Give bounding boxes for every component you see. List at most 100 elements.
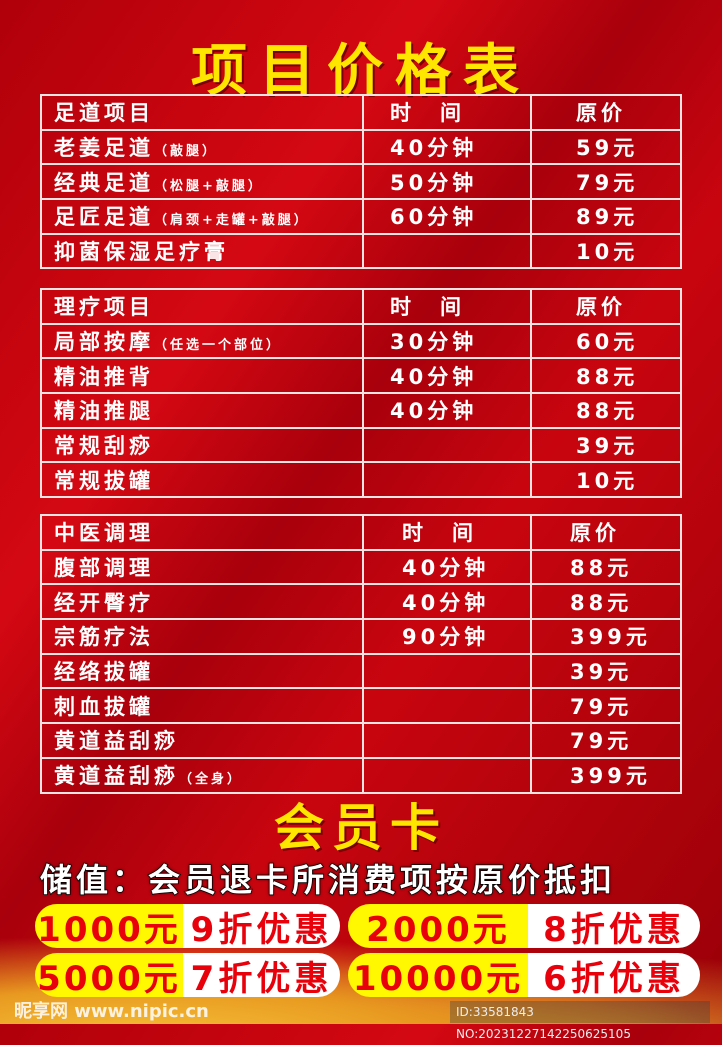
tier-amount: 10000元 bbox=[348, 953, 528, 997]
service-note: （全身） bbox=[179, 772, 244, 788]
duration-cell: 40分钟 bbox=[362, 128, 532, 166]
service-name: 经开臀疗 bbox=[54, 590, 154, 615]
price-cell: 10元 bbox=[530, 232, 682, 270]
service-name: 精油推背 bbox=[54, 364, 154, 389]
duration-cell bbox=[362, 687, 532, 725]
physiotherapy-table: 理疗项目时 间原价 局部按摩（任选一个部位） 30分钟 60元 精油推背 40分钟 88元精… bbox=[40, 288, 682, 499]
service-name: 黄道益刮痧 bbox=[54, 764, 179, 789]
duration-cell: 40分钟 bbox=[362, 548, 532, 586]
service-name: 腹部调理 bbox=[54, 556, 154, 581]
service-note: （松腿+敲腿） bbox=[154, 178, 264, 194]
table-row: 腹部调理 40分钟 88元 bbox=[40, 548, 682, 586]
duration-cell bbox=[362, 426, 532, 464]
service-name-cell: 局部按摩（任选一个部位） bbox=[40, 322, 364, 360]
duration-cell: 40分钟 bbox=[362, 583, 532, 621]
duration-cell bbox=[362, 756, 532, 794]
header-cell: 时 间 bbox=[362, 288, 532, 325]
header-cell: 时 间 bbox=[362, 514, 532, 551]
header-cell: 原价 bbox=[530, 514, 682, 551]
table-header-row: 中医调理时 间原价 bbox=[40, 514, 682, 551]
service-name-cell: 刺血拔罐 bbox=[40, 687, 364, 725]
service-note: （任选一个部位） bbox=[154, 338, 283, 354]
service-name-cell: 老姜足道（敲腿） bbox=[40, 128, 364, 166]
table-row: 黄道益刮痧（全身） 399元 bbox=[40, 756, 682, 794]
service-name-cell: 常规拔罐 bbox=[40, 461, 364, 499]
price-cell: 39元 bbox=[530, 426, 682, 464]
tier-discount: 6折优惠 bbox=[528, 953, 700, 997]
duration-cell bbox=[362, 461, 532, 499]
service-name-cell: 宗筋疗法 bbox=[40, 618, 364, 655]
table-row: 宗筋疗法 90分钟 399元 bbox=[40, 618, 682, 655]
price-cell: 88元 bbox=[530, 357, 682, 395]
duration-cell bbox=[362, 652, 532, 690]
price-cell: 59元 bbox=[530, 128, 682, 166]
service-name: 常规拔罐 bbox=[54, 468, 154, 493]
header-cell: 原价 bbox=[530, 94, 682, 131]
service-name-cell: 精油推腿 bbox=[40, 392, 364, 429]
price-cell: 399元 bbox=[530, 618, 682, 655]
price-cell: 88元 bbox=[530, 392, 682, 429]
tier-discount: 7折优惠 bbox=[183, 953, 340, 997]
service-name: 抑菌保湿足疗膏 bbox=[54, 240, 229, 265]
table-row: 精油推腿 40分钟 88元 bbox=[40, 392, 682, 429]
duration-cell: 30分钟 bbox=[362, 322, 532, 360]
service-name: 黄道益刮痧 bbox=[54, 729, 179, 754]
member-tier-10000: 10000元 6折优惠 bbox=[348, 953, 700, 997]
table-header-row: 理疗项目时 间原价 bbox=[40, 288, 682, 325]
foot-massage-table: 足道项目时 间原价 老姜足道（敲腿） 40分钟 59元 经典足道（松腿+敲腿） 50分钟 7… bbox=[40, 94, 682, 270]
service-name-cell: 黄道益刮痧（全身） bbox=[40, 756, 364, 794]
tier-amount: 2000元 bbox=[348, 904, 528, 948]
service-name: 刺血拔罐 bbox=[54, 694, 154, 719]
watermark-logo: 昵享网 www.nipic.cn bbox=[14, 1001, 209, 1022]
service-name: 经络拔罐 bbox=[54, 660, 154, 685]
service-name: 精油推腿 bbox=[54, 399, 154, 424]
service-name-cell: 精油推背 bbox=[40, 357, 364, 395]
duration-cell: 90分钟 bbox=[362, 618, 532, 655]
service-name-cell: 抑菌保湿足疗膏 bbox=[40, 232, 364, 270]
table-row: 抑菌保湿足疗膏 10元 bbox=[40, 232, 682, 270]
page-title: 项目价格表 bbox=[191, 39, 531, 104]
tier-amount: 1000元 bbox=[35, 904, 183, 948]
service-note: （肩颈+走罐+敲腿） bbox=[154, 213, 310, 229]
duration-cell bbox=[362, 232, 532, 270]
table-row: 经典足道（松腿+敲腿） 50分钟 79元 bbox=[40, 163, 682, 201]
tier-amount: 5000元 bbox=[35, 953, 183, 997]
table-row: 局部按摩（任选一个部位） 30分钟 60元 bbox=[40, 322, 682, 360]
duration-cell: 60分钟 bbox=[362, 198, 532, 235]
watermark-id: ID:33581843 NO:20231227142250625105 bbox=[450, 1001, 710, 1041]
price-cell: 79元 bbox=[530, 687, 682, 725]
member-card-title: 会员卡 bbox=[274, 799, 448, 857]
price-cell: 39元 bbox=[530, 652, 682, 690]
table-row: 经络拔罐 39元 bbox=[40, 652, 682, 690]
table-row: 常规拔罐 10元 bbox=[40, 461, 682, 499]
service-note: （敲腿） bbox=[154, 144, 219, 160]
duration-cell: 40分钟 bbox=[362, 392, 532, 429]
service-name: 老姜足道 bbox=[54, 136, 154, 161]
service-name: 宗筋疗法 bbox=[54, 625, 154, 650]
duration-cell: 40分钟 bbox=[362, 357, 532, 395]
service-name: 局部按摩 bbox=[54, 330, 154, 355]
price-cell: 399元 bbox=[530, 756, 682, 794]
price-cell: 79元 bbox=[530, 722, 682, 759]
member-tier-2000: 2000元 8折优惠 bbox=[348, 904, 700, 948]
service-name-cell: 足匠足道（肩颈+走罐+敲腿） bbox=[40, 198, 364, 235]
price-cell: 10元 bbox=[530, 461, 682, 499]
header-cell: 中医调理 bbox=[40, 514, 364, 551]
tcm-table: 中医调理时 间原价 腹部调理 40分钟 88元 经开臀疗 40分钟 88元 宗筋疗法 90分钟 3… bbox=[40, 514, 682, 794]
service-name-cell: 经开臀疗 bbox=[40, 583, 364, 621]
table-row: 经开臀疗 40分钟 88元 bbox=[40, 583, 682, 621]
table-row: 刺血拔罐 79元 bbox=[40, 687, 682, 725]
table-row: 黄道益刮痧 79元 bbox=[40, 722, 682, 759]
service-name: 经典足道 bbox=[54, 170, 154, 195]
header-cell: 足道项目 bbox=[40, 94, 364, 131]
duration-cell: 50分钟 bbox=[362, 163, 532, 201]
price-cell: 79元 bbox=[530, 163, 682, 201]
service-name-cell: 黄道益刮痧 bbox=[40, 722, 364, 759]
table-row: 老姜足道（敲腿） 40分钟 59元 bbox=[40, 128, 682, 166]
price-cell: 89元 bbox=[530, 198, 682, 235]
table-row: 常规刮痧 39元 bbox=[40, 426, 682, 464]
header-cell: 时 间 bbox=[362, 94, 532, 131]
service-name: 足匠足道 bbox=[54, 205, 154, 230]
tier-discount: 8折优惠 bbox=[528, 904, 700, 948]
price-cell: 88元 bbox=[530, 548, 682, 586]
